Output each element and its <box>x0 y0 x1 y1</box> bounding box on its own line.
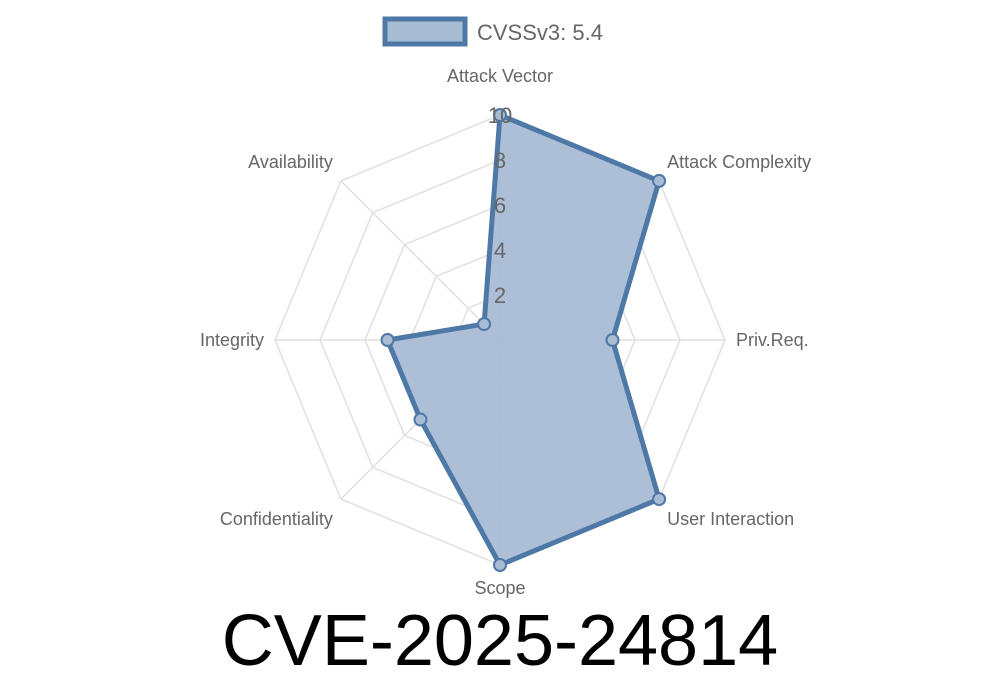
legend-swatch <box>382 16 468 47</box>
tick-label: 2 <box>494 283 506 308</box>
chart-title: CVE-2025-24814 <box>221 601 779 681</box>
axis-labels: Attack Vector Attack Complexity Priv.Req. U… <box>200 66 811 598</box>
axis-label: Confidentiality <box>220 509 333 529</box>
tick-label: 6 <box>494 193 506 218</box>
data-point[interactable] <box>605 333 620 347</box>
data-point[interactable] <box>493 108 507 122</box>
axis-label: Attack Vector <box>447 66 553 86</box>
axis-label: User Interaction <box>667 509 794 529</box>
data-point[interactable] <box>413 412 428 427</box>
axis-spoke <box>340 180 501 341</box>
data-point[interactable] <box>652 492 667 507</box>
series <box>380 108 667 572</box>
data-point[interactable] <box>493 558 507 572</box>
data-point[interactable] <box>380 333 395 347</box>
data-point[interactable] <box>652 173 667 188</box>
tick-label: 10 <box>488 103 512 128</box>
legend[interactable]: CVSSv3: 5.4 <box>382 16 603 47</box>
axis-label: Integrity <box>200 330 264 350</box>
data-point[interactable] <box>477 317 492 332</box>
axis-label: Priv.Req. <box>736 330 809 350</box>
tick-label: 4 <box>494 238 506 263</box>
axis-label: Attack Complexity <box>667 152 811 172</box>
tick-label: 8 <box>494 148 506 173</box>
axis-label: Scope <box>474 578 525 598</box>
tick-labels: 2 4 6 8 10 <box>488 103 512 308</box>
legend-label: CVSSv3: 5.4 <box>477 20 603 45</box>
axis-label: Availability <box>248 152 333 172</box>
